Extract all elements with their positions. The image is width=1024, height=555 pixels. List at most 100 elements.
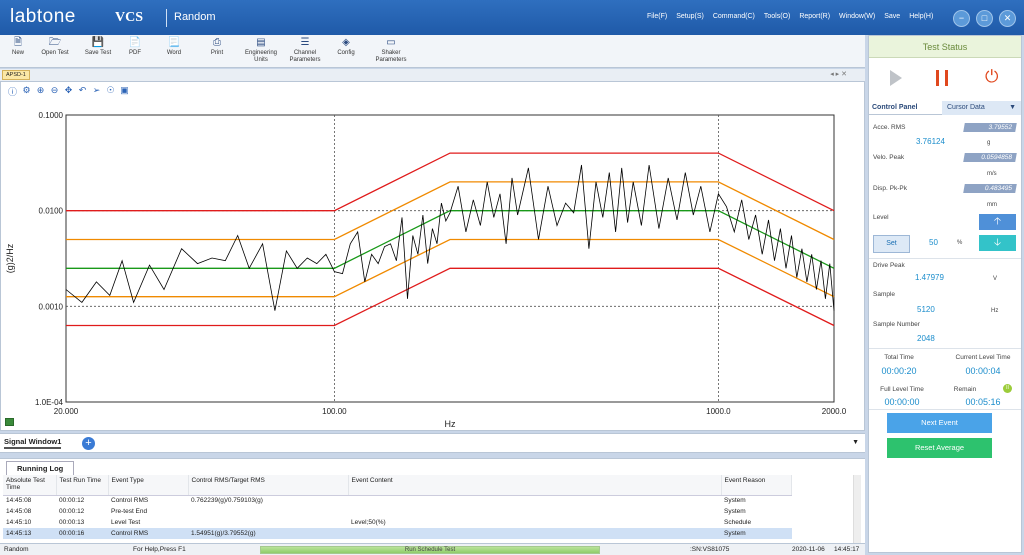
y-tick-label: 0.0100 (39, 207, 64, 216)
menu-save[interactable]: Save (884, 13, 901, 20)
acc-rms-value: 3.76124 (916, 137, 945, 146)
tolerance-line (66, 238, 835, 298)
tab-controls[interactable]: ◂ ▸ ✕ (830, 71, 847, 78)
next-event-button[interactable]: Next Event (887, 413, 992, 433)
menu-file[interactable]: File(F) (647, 13, 668, 20)
menu-setup[interactable]: Setup(S) (676, 13, 704, 20)
reset-average-button[interactable]: Reset Average (887, 438, 992, 458)
level-value: 50 (929, 238, 938, 247)
level-up-button[interactable]: 🡡 (979, 214, 1016, 230)
log-row-selected[interactable]: 14:45:13 00:00:16 Control RMS 1.54951(g)/3.… (3, 528, 792, 539)
divider (869, 409, 1021, 410)
save-test-button[interactable]: 💾 Save Test (82, 38, 114, 57)
pause-icon[interactable] (936, 70, 948, 86)
log-row[interactable]: 14:45:10 00:00:13 Level Test Level;50(%) Sch… (6, 519, 752, 526)
menu-report[interactable]: Report(R) (799, 13, 831, 20)
chart-grid (65, 114, 835, 403)
title-divider (166, 9, 167, 27)
x-tick-label: 20.000 (54, 407, 79, 416)
log-scrollbar[interactable] (853, 475, 861, 543)
add-window-icon[interactable]: + (82, 437, 95, 450)
play-icon[interactable] (890, 70, 902, 86)
panel-title: Test Status (869, 36, 1021, 58)
status-mode: Random (4, 546, 29, 553)
power-icon[interactable]: ⏻ (985, 67, 999, 86)
pdf-button[interactable]: 📄 PDF (124, 38, 146, 57)
x-tick-label: 100.00 (322, 407, 347, 416)
running-log-tab[interactable]: Running Log (6, 461, 75, 475)
acc-rms-label: Acce. RMS (873, 124, 906, 131)
chart-axis-labels: 20.000 100.00 1000.0 2000.0 0.1000 0.0100 0.00… (5, 111, 847, 429)
menu-bar: File(F) Setup(S) Command(C) Tools(O) Rep… (647, 13, 933, 20)
log-row[interactable]: 14:45:08 00:00:12 Control RMS 0.762239(g)/0… (6, 497, 746, 505)
title-bar: labtone VCS Random File(F) Setup(S) Comm… (0, 0, 1024, 35)
log-col-header[interactable]: Event Type (108, 475, 189, 496)
zoom-out-icon[interactable]: ⊖ (50, 85, 59, 95)
set-level-button[interactable]: Set (873, 235, 910, 253)
tolerance-line (66, 267, 835, 327)
undo-icon[interactable]: ↶ (78, 85, 87, 95)
log-col-header[interactable]: Absolute Test Time (3, 475, 57, 496)
arrow-up-icon: 🡡 (993, 216, 1002, 227)
apsd-tab[interactable]: APSD-1 (2, 70, 30, 80)
chart-series (65, 152, 835, 327)
log-pane: Running Log Absolute Test Time Test Run … (0, 458, 865, 543)
word-button[interactable]: 📃 Word (162, 38, 186, 57)
signal-window-tab[interactable]: Signal Window1 (4, 437, 62, 449)
sample-unit: Hz (991, 308, 999, 314)
pdf-icon: 📄 (128, 37, 142, 48)
log-col-header[interactable]: Test Run Time (56, 475, 109, 496)
x-tick-label: 1000.0 (706, 407, 731, 416)
cursor-icon[interactable]: ➢ (92, 85, 101, 95)
settings-icon[interactable]: ⚙ (22, 85, 31, 95)
tab-cursor-data[interactable]: Cursor Data ▼ (942, 101, 1021, 115)
engineering-units-button[interactable]: ▤ Engineering Units (242, 38, 280, 64)
log-col-header[interactable]: Event Reason (721, 475, 792, 496)
config-button[interactable]: ◈ Config (333, 38, 359, 57)
menu-help[interactable]: Help(H) (909, 13, 934, 20)
menu-tools[interactable]: Tools(O) (763, 13, 791, 20)
zoom-fit-icon[interactable]: ☉ (106, 85, 115, 95)
channel-parameters-button[interactable]: ☰ Channel Parameters (286, 38, 324, 64)
y-tick-label: 0.0010 (39, 302, 64, 311)
drive-peak-label: Drive Peak (873, 262, 905, 269)
log-col-header[interactable]: Control RMS/Target RMS (188, 475, 349, 496)
ruler-icon: ▤ (256, 37, 266, 48)
maximize-icon[interactable]: □ (976, 10, 993, 27)
plot-frame (65, 114, 835, 403)
menu-command[interactable]: Command(C) (712, 13, 755, 20)
log-col-header[interactable]: Event Content (348, 475, 722, 496)
export-icon[interactable]: ▣ (120, 85, 129, 95)
log-row[interactable]: 14:45:08 00:00:12 Pre-test End System (6, 508, 746, 515)
level-unit: % (957, 240, 963, 246)
status-date: 2020-11-06 (792, 546, 825, 553)
tab-control-panel[interactable]: Control Panel (872, 104, 918, 111)
monitor-icon: ▭ (386, 37, 396, 48)
divider (869, 258, 1021, 259)
psd-chart[interactable]: 20.000 100.00 1000.0 2000.0 0.1000 0.0100 0.00… (1, 82, 864, 430)
plot-corner-icon[interactable] (5, 418, 14, 426)
log-header-row: Absolute Test Time Test Run Time Event T… (3, 475, 792, 496)
tolerance-line (66, 210, 835, 269)
level-down-button[interactable]: 🡣 (979, 235, 1016, 251)
info-icon[interactable]: ⓘ (7, 87, 17, 97)
drive-peak-value: 1.47979 (915, 273, 944, 282)
disp-value: 0.483495 (963, 184, 1017, 193)
pause-indicator-icon: II (1003, 384, 1012, 393)
window-dropdown-icon[interactable]: ▼ (852, 439, 859, 446)
pan-icon[interactable]: ✥ (64, 85, 73, 95)
menu-window[interactable]: Window(W) (839, 13, 876, 20)
open-test-button[interactable]: 🗁 Open Test (38, 38, 72, 57)
disp-label: Disp. Pk-Pk (873, 185, 907, 192)
folder-icon: 🗁 (48, 37, 62, 48)
main-toolbar: 🗎 New 🗁 Open Test 💾 Save Test 📄 PDF 📃 Word ⎙ P… (0, 35, 865, 68)
drive-unit: V (993, 276, 998, 282)
acc-unit: g (987, 140, 991, 146)
shaker-parameters-button[interactable]: ▭ Shaker Parameters (372, 38, 410, 64)
new-button[interactable]: 🗎 New (8, 38, 28, 57)
schedule-progress-bar: Run Schedule Test (260, 546, 600, 554)
close-icon[interactable]: ✕ (999, 10, 1016, 27)
print-button[interactable]: ⎙ Print (205, 38, 229, 57)
zoom-in-icon[interactable]: ⊕ (36, 85, 45, 95)
minimize-icon[interactable]: − (953, 10, 970, 27)
